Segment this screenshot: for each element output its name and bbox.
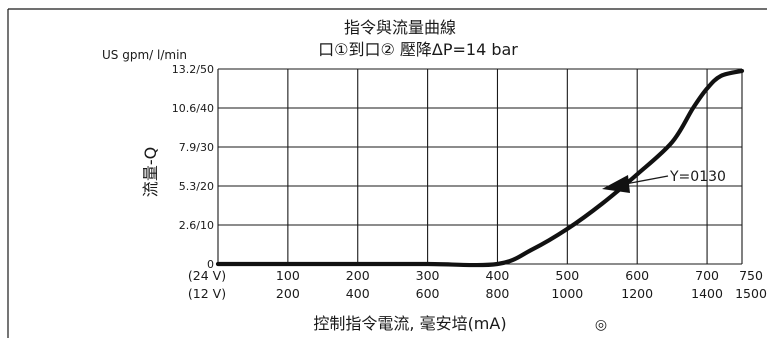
x-tick-label-24v: 750 xyxy=(739,268,763,283)
y-tick-label: 2.6/10 xyxy=(179,219,214,232)
x-tick-label-12v: 1000 xyxy=(551,286,583,301)
x-tick-label-24v: 200 xyxy=(346,268,370,283)
y-tick-label: 13.2/50 xyxy=(172,63,214,76)
x-tick-label-24v: 400 xyxy=(486,268,510,283)
x-tick-label-24v: 600 xyxy=(625,268,649,283)
corner-symbol: ◎ xyxy=(595,317,607,333)
x-tick-label-12v: (12 V) xyxy=(188,286,226,301)
x-tick-label-24v: 700 xyxy=(695,268,719,283)
chart-subtitle: 口①到口② 壓降ΔP=14 bar xyxy=(318,40,518,59)
x-tick-label-24v: 500 xyxy=(555,268,579,283)
x-tick-label-12v: 800 xyxy=(486,286,510,301)
y-tick-label: 0 xyxy=(207,258,214,271)
y-tick-label: 10.6/40 xyxy=(172,102,214,115)
y-unit-label: US gpm/ l/min xyxy=(102,48,187,62)
x-tick-label-12v: 600 xyxy=(416,286,440,301)
x-tick-label-12v: 400 xyxy=(346,286,370,301)
x-tick-label-12v: 200 xyxy=(276,286,300,301)
y-tick-label: 5.3/20 xyxy=(179,180,214,193)
chart-title: 指令與流量曲線 xyxy=(344,18,456,37)
x-tick-label-24v: (24 V) xyxy=(188,268,226,283)
annotation-arrowhead xyxy=(602,175,630,193)
x-tick-label-12v: 1200 xyxy=(621,286,653,301)
x-tick-label-12v: 1400 xyxy=(691,286,723,301)
x-tick-label-24v: 100 xyxy=(276,268,300,283)
x-tick-label-24v: 300 xyxy=(416,268,440,283)
x-axis-label: 控制指令電流, 毫安培(mA) xyxy=(313,314,506,333)
y-axis-label: 流量-Q xyxy=(141,147,160,197)
annotation-label: Y=0130 xyxy=(669,169,726,185)
y-tick-label: 7.9/30 xyxy=(179,141,214,154)
x-tick-label-12v: 1500 xyxy=(735,286,767,301)
series-line-0 xyxy=(215,68,745,268)
